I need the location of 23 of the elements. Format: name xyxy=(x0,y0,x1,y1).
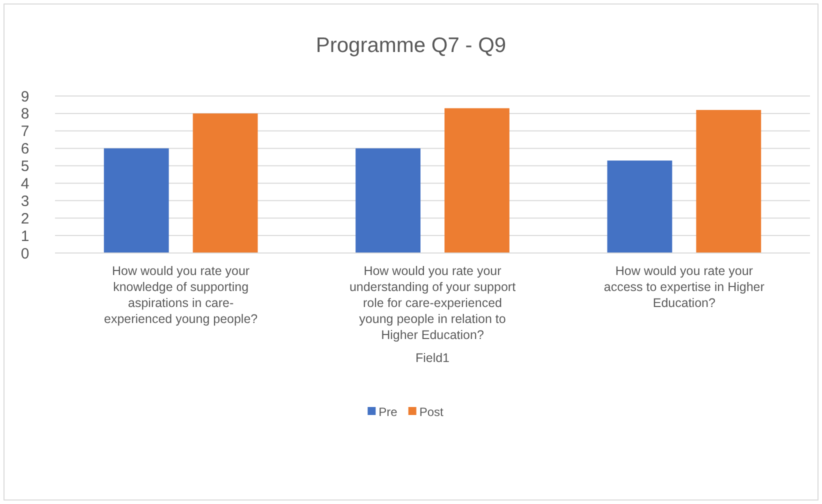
bar xyxy=(356,148,420,253)
y-tick-label: 3 xyxy=(20,192,30,210)
y-tick-label: 9 xyxy=(20,88,30,106)
y-tick-label: 0 xyxy=(20,245,30,262)
y-tick-label: 4 xyxy=(20,175,30,192)
bar xyxy=(696,110,762,253)
bar xyxy=(444,108,510,253)
y-tick-label: 2 xyxy=(20,210,30,228)
x-tick-label: How would you rate your access to expertise in Higher Education? xyxy=(604,264,764,310)
chart-title: Programme Q7 - Q9 xyxy=(316,34,506,57)
y-tick-label: 1 xyxy=(20,228,30,245)
y-tick-label: 8 xyxy=(20,106,30,123)
x-tick-label: How would you rate your understanding of your support role for care-experienced young people in relation to Higher Education? xyxy=(349,264,516,342)
y-tick-label: 6 xyxy=(20,140,30,158)
legend-label: Post xyxy=(419,405,444,420)
y-tick-label: 5 xyxy=(20,158,30,176)
x-tick-label: How would you rate your knowledge of supporting aspirations in care-experienced young people? xyxy=(104,264,258,326)
bar xyxy=(104,148,169,253)
y-tick-label: 7 xyxy=(20,123,30,140)
bar xyxy=(607,160,672,253)
legend-label: Pre xyxy=(378,405,398,420)
x-axis-title: Field1 xyxy=(415,351,450,365)
bar xyxy=(192,113,258,253)
